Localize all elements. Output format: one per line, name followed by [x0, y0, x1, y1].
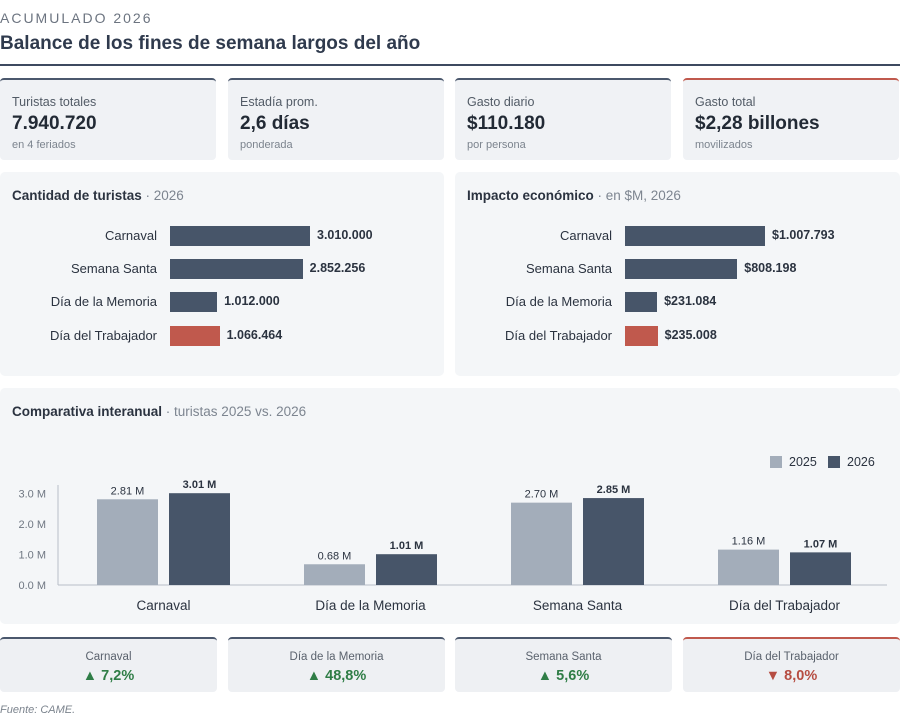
kpi-sub: movilizados — [695, 139, 753, 151]
bar-dia-de-la-memoria — [170, 292, 218, 312]
hbar-row-semana-santa: Semana Santa $808.198 — [455, 259, 885, 279]
yoy-category: Carnaval — [85, 651, 132, 663]
eyebrow: ACUMULADO 2026 — [0, 10, 153, 26]
chart-title: Comparativa interanual — [12, 404, 163, 419]
bar-value-label: 3.010.000 — [317, 228, 373, 242]
hbar-row-dia-del-trabajador: Día del Trabajador $235.008 — [455, 326, 885, 346]
kpi-card-gasto-diario: Gasto diario $110.180 por persona — [455, 78, 671, 160]
legend-swatch-2025 — [770, 456, 782, 468]
header-divider — [0, 64, 900, 66]
chart-subtitle-sep: · — [141, 188, 154, 203]
kpi-value: 2,6 días — [240, 113, 310, 134]
panel-title: Impacto económico · en $M, 2026 — [467, 188, 681, 203]
chart-title: Impacto económico — [467, 188, 594, 203]
kpi-label: Turistas totales — [12, 95, 97, 109]
panel-title: Comparativa interanual · turistas 2025 v… — [12, 404, 306, 419]
bar-category-label: Día de la Memoria — [505, 294, 612, 309]
kpi-sub: en 4 feriados — [12, 139, 76, 151]
bar-category-label: Día del Trabajador — [50, 328, 157, 343]
chart-subtitle: en $M, 2026 — [605, 188, 681, 203]
kpi-label: Gasto diario — [467, 95, 535, 109]
bar-value-label: 1.012.000 — [224, 294, 280, 308]
yoy-category: Semana Santa — [525, 651, 602, 663]
legend-label-2025: 2025 — [789, 455, 817, 469]
kpi-value: $110.180 — [467, 113, 546, 134]
bar-semana-santa — [625, 259, 738, 279]
kpi-sub: por persona — [467, 139, 526, 151]
bar-category-label: Día del Trabajador — [505, 328, 612, 343]
chart-subtitle-sep: · — [162, 404, 175, 419]
yoy-change: ▲ 7,2% — [82, 668, 135, 684]
bar-dia-de-la-memoria — [625, 292, 658, 312]
kpi-label: Gasto total — [695, 95, 756, 109]
yoy-category: Día del Trabajador — [744, 651, 839, 663]
source-note: Fuente: CAME. — [0, 704, 76, 716]
yoy-change: ▲ 5,6% — [537, 668, 590, 684]
kpi-sub: ponderada — [240, 139, 293, 151]
panel-impacto: Impacto económico · en $M, 2026 Carnaval… — [455, 172, 900, 376]
bar-carnaval — [625, 226, 765, 246]
yoy-change: ▲ 48,8% — [306, 668, 367, 684]
yoy-card-trabajador: Día del Trabajador ▼ 8,0% — [683, 637, 900, 692]
kpi-value: $2,28 billones — [695, 113, 820, 134]
kpi-card-turistas: Turistas totales 7.940.720 en 4 feriados — [0, 78, 216, 160]
panel-comparativa: Comparativa interanual · turistas 2025 v… — [0, 388, 900, 624]
bar-value-label: $808.198 — [744, 261, 797, 275]
bar-dia-del-trabajador — [625, 326, 658, 346]
bar-dia-del-trabajador — [170, 326, 220, 346]
bar-category-label: Semana Santa — [525, 261, 612, 276]
hbar-row-carnaval: Carnaval $1.007.793 — [455, 226, 885, 246]
yoy-category: Día de la Memoria — [289, 651, 384, 663]
bar-value-label: $231.084 — [664, 294, 717, 308]
panel-turistas: Cantidad de turistas · 2026 Carnaval 3.01… — [0, 172, 444, 376]
bar-carnaval — [170, 226, 310, 246]
bar-category-label: Carnaval — [559, 228, 612, 243]
bar-semana-santa — [170, 259, 303, 279]
bar-category-label: Semana Santa — [70, 261, 157, 276]
legend-label-2026: 2026 — [847, 455, 875, 469]
hbar-row-dia-de-la-memoria: Día de la Memoria 1.012.000 — [0, 292, 430, 312]
bar-category-label: Día de la Memoria — [50, 294, 157, 309]
panel-title: Cantidad de turistas · 2026 — [12, 188, 184, 203]
bar-value-label: $1.007.793 — [772, 228, 835, 242]
page-title: Balance de los fines de semana largos de… — [0, 33, 421, 54]
kpi-value: 7.940.720 — [12, 113, 97, 134]
legend-swatch-2026 — [828, 456, 840, 468]
yoy-card-semana-santa: Semana Santa ▲ 5,6% — [455, 637, 672, 692]
chart-subtitle-sep: · — [593, 188, 606, 203]
chart-title: Cantidad de turistas — [12, 188, 142, 203]
bar-value-label: 1.066.464 — [226, 328, 283, 342]
kpi-label: Estadía prom. — [240, 95, 318, 109]
hbar-row-dia-del-trabajador: Día del Trabajador 1.066.464 — [0, 326, 430, 346]
hbar-row-carnaval: Carnaval 3.010.000 — [0, 226, 430, 246]
chart-subtitle: 2026 — [153, 188, 184, 203]
yoy-card-memoria: Día de la Memoria ▲ 48,8% — [228, 637, 445, 692]
yoy-card-carnaval: Carnaval ▲ 7,2% — [0, 637, 217, 692]
hbar-row-semana-santa: Semana Santa 2.852.256 — [0, 259, 430, 279]
bar-category-label: Carnaval — [104, 228, 157, 243]
bar-value-label: 2.852.256 — [309, 261, 366, 275]
chart-subtitle: turistas 2025 vs. 2026 — [174, 404, 307, 419]
yoy-change: ▼ 8,0% — [765, 668, 818, 684]
hbar-row-dia-de-la-memoria: Día de la Memoria $231.084 — [455, 292, 885, 312]
bar-value-label: $235.008 — [664, 328, 717, 342]
kpi-card-gasto-total: Gasto total $2,28 billones movilizados — [683, 78, 899, 160]
kpi-card-estadia: Estadía prom. 2,6 días ponderada — [228, 78, 444, 160]
